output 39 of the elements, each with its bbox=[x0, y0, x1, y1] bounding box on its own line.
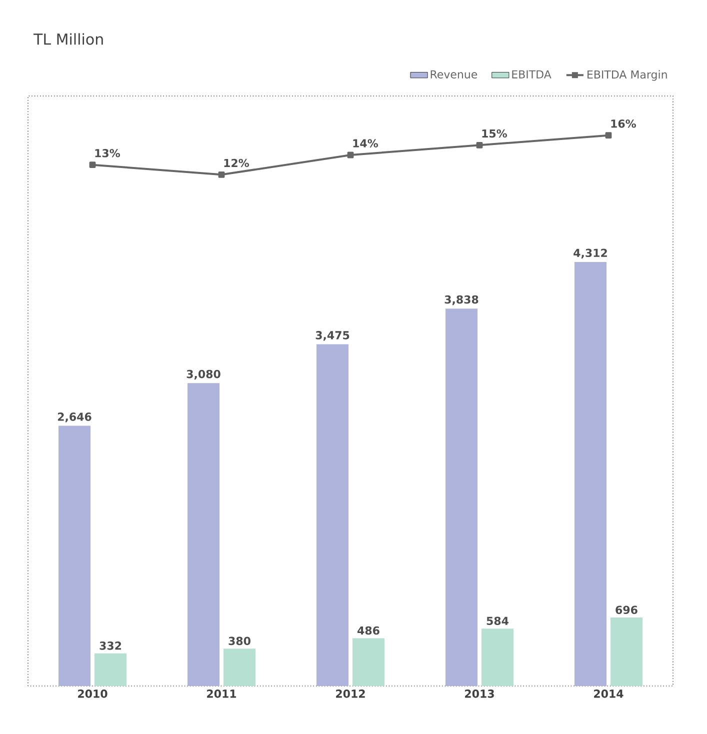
bar bbox=[574, 262, 606, 686]
data-label: 3,080 bbox=[186, 370, 220, 380]
legend-label: EBITDA bbox=[512, 70, 552, 78]
data-label: 584 bbox=[486, 616, 508, 626]
bar bbox=[94, 653, 126, 686]
bar bbox=[58, 426, 90, 686]
data-label: 4,312 bbox=[574, 248, 607, 258]
data-label: 13% bbox=[95, 148, 120, 158]
chart-title: TL Million bbox=[33, 33, 103, 45]
data-label: 3,838 bbox=[444, 295, 478, 306]
bar bbox=[610, 618, 642, 686]
bar bbox=[224, 648, 256, 686]
data-label: 3,475 bbox=[316, 331, 350, 341]
data-label: 486 bbox=[358, 626, 380, 635]
legend-label: EBITDA Margin bbox=[588, 70, 667, 81]
x-tick-label: 2014 bbox=[594, 690, 624, 698]
bar bbox=[187, 383, 220, 686]
point bbox=[605, 132, 612, 139]
bar bbox=[445, 308, 478, 686]
bar bbox=[316, 344, 348, 686]
data-label: 2,646 bbox=[58, 412, 92, 422]
point bbox=[89, 162, 96, 168]
bar bbox=[352, 638, 384, 686]
data-label: 12% bbox=[224, 158, 250, 168]
data-label: 14% bbox=[353, 139, 378, 148]
data-label: 15% bbox=[482, 129, 507, 138]
point bbox=[218, 171, 225, 178]
x-tick-label: 2013 bbox=[465, 690, 494, 698]
data-label: 16% bbox=[611, 119, 636, 128]
point bbox=[476, 142, 483, 148]
point bbox=[347, 152, 354, 158]
x-tick-label: 2012 bbox=[336, 690, 365, 698]
data-label: 696 bbox=[616, 606, 638, 614]
bar bbox=[481, 628, 514, 686]
legend-label: Revenue bbox=[430, 70, 478, 78]
data-label: 332 bbox=[100, 642, 122, 650]
x-tick-label: 2011 bbox=[207, 690, 236, 698]
x-tick-label: 2010 bbox=[78, 690, 108, 698]
data-label: 380 bbox=[228, 636, 250, 646]
